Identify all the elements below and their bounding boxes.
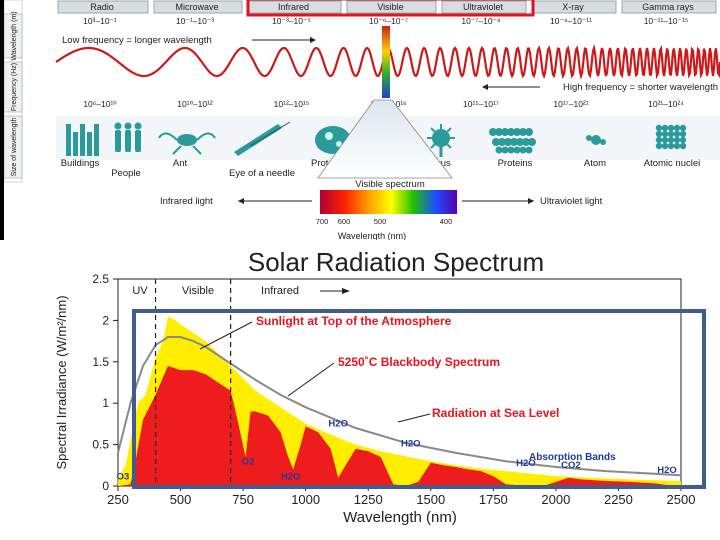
size-example-label-3: Eye of a needle bbox=[229, 168, 295, 179]
row-label-size: Size of wavelength bbox=[11, 118, 18, 177]
x-tick-1: 500 bbox=[170, 492, 192, 507]
band-name-4: Ultraviolet bbox=[463, 2, 504, 12]
size-example-icon-1 bbox=[114, 122, 142, 152]
row-label-wavelength: Wavelength (m) bbox=[11, 11, 18, 60]
band-frequency-5: 10¹⁷–10²¹ bbox=[553, 99, 588, 109]
region-label-uv: UV bbox=[132, 285, 148, 297]
high-frequency-label: High frequency = shorter wavelength bbox=[563, 82, 718, 93]
size-example-icon-5 bbox=[427, 124, 455, 157]
region-label-visible: Visible bbox=[182, 285, 214, 297]
visible-spectrum-title: Visible spectrum bbox=[355, 179, 425, 190]
selection-rectangle bbox=[132, 309, 706, 489]
band-header-6 bbox=[621, 0, 717, 14]
band-wavelength-6: 10⁻¹¹–10⁻¹⁵ bbox=[644, 16, 689, 26]
size-example-icon-8 bbox=[655, 124, 687, 150]
band-frequency-2: 10¹²–10¹⁵ bbox=[274, 99, 310, 109]
molecule-label-6: CO2 bbox=[561, 460, 581, 471]
series-sea-level bbox=[118, 365, 681, 486]
band-name-0: Radio bbox=[90, 2, 114, 12]
molecule-label-3: H2O bbox=[328, 418, 348, 429]
solar-chart-svg: Solar Radiation Spectrum UV Visible Infrare… bbox=[54, 247, 696, 526]
band-header-4 bbox=[441, 0, 527, 14]
x-tick-0: 250 bbox=[107, 492, 129, 507]
visible-tick-2: 500 bbox=[374, 217, 387, 226]
em-spectrum-panel: Radio Microwave Infrared Visible Ultraviolet… bbox=[0, 0, 720, 240]
x-tick-5: 1500 bbox=[416, 492, 445, 507]
visible-band-bar bbox=[382, 26, 390, 98]
em-spectrum-figure: Radio Microwave Infrared Visible Ultraviolet… bbox=[0, 0, 720, 240]
band-frequency-1: 10¹⁰–10¹² bbox=[177, 99, 213, 109]
y-tick-2: 1 bbox=[102, 396, 109, 410]
size-example-icon-7 bbox=[586, 135, 606, 145]
molecule-label-4: H2O bbox=[401, 438, 421, 449]
band-wavelength-4: 10⁻⁷–10⁻⁸ bbox=[461, 16, 501, 26]
x-tick-6: 1750 bbox=[479, 492, 508, 507]
visible-tick-3: 400 bbox=[440, 217, 453, 226]
band-name-2: Infrared bbox=[278, 2, 309, 12]
size-example-label-2: Ant bbox=[173, 158, 188, 169]
molecule-label-7: H2O bbox=[657, 465, 677, 476]
visible-axis-label: Wavelength (nm) bbox=[338, 231, 406, 240]
visible-cone bbox=[317, 99, 453, 179]
band-frequency-4: 10¹⁵–10¹⁷ bbox=[463, 99, 499, 109]
annotation-top-atmosphere: Sunlight at Top of the Atmosphere bbox=[256, 314, 452, 328]
highlight-frame bbox=[246, 0, 535, 17]
region-label-infrared: Infrared bbox=[261, 285, 299, 297]
left-edge-bar bbox=[0, 0, 4, 240]
band-header-0 bbox=[57, 0, 149, 14]
band-name-3: Visible bbox=[377, 2, 403, 12]
band-name-5: X-ray bbox=[562, 2, 584, 12]
x-tick-4: 1250 bbox=[354, 492, 383, 507]
molecule-label-2: H2O bbox=[281, 471, 301, 482]
infrared-direction-arrow bbox=[342, 288, 350, 294]
size-example-label-6: Proteins bbox=[498, 158, 533, 169]
y-axis-label: Spectral Irradiance (W/m²/nm) bbox=[54, 295, 69, 469]
infrared-light-label: Infrared light bbox=[160, 196, 213, 207]
y-tick-1: 0.5 bbox=[92, 438, 109, 452]
visible-tick-0: 700 bbox=[316, 217, 329, 226]
size-example-icon-2 bbox=[158, 132, 216, 155]
band-wavelength-2: 10⁻³–10⁻⁵ bbox=[272, 16, 311, 26]
chart-title: Solar Radiation Spectrum bbox=[248, 247, 544, 277]
band-header-3 bbox=[346, 0, 437, 14]
visible-spectrum-bar bbox=[320, 190, 457, 214]
y-tick-3: 1.5 bbox=[92, 355, 109, 369]
molecule-label-5: H2O bbox=[516, 458, 536, 469]
x-tick-2: 750 bbox=[232, 492, 254, 507]
row-label-frequency: Frequency (Hz) bbox=[11, 63, 18, 111]
y-tick-0: 0 bbox=[102, 479, 109, 493]
x-axis-label: Wavelength (nm) bbox=[343, 509, 457, 526]
size-example-label-0: Buildings bbox=[61, 158, 100, 169]
band-wavelength-0: 10³–10⁻¹ bbox=[83, 16, 117, 26]
solar-chart: Solar Radiation Spectrum UV Visible Infrare… bbox=[0, 242, 720, 540]
band-wavelength-1: 10⁻¹–10⁻³ bbox=[176, 16, 214, 26]
y-tick-4: 2 bbox=[102, 313, 109, 327]
band-frequency-0: 10⁶–10¹⁰ bbox=[83, 99, 117, 109]
x-tick-7: 2000 bbox=[541, 492, 570, 507]
size-example-label-1: People bbox=[111, 168, 141, 179]
band-header-1 bbox=[153, 0, 243, 14]
y-tick-5: 2.5 bbox=[92, 272, 109, 286]
band-name-1: Microwave bbox=[175, 2, 218, 12]
size-example-icon-0 bbox=[66, 124, 99, 156]
low-frequency-label: Low frequency = longer wavelength bbox=[62, 35, 212, 46]
band-frequency-6: 10²¹–10²⁴ bbox=[648, 99, 684, 109]
visible-tick-1: 600 bbox=[338, 217, 351, 226]
size-example-icon-3 bbox=[234, 121, 291, 156]
x-tick-3: 1000 bbox=[291, 492, 320, 507]
molecule-label-1: O2 bbox=[242, 456, 255, 467]
band-wavelength-5: 10⁻⁹–10⁻¹¹ bbox=[550, 16, 592, 26]
molecule-label-0: O3 bbox=[117, 471, 130, 482]
x-tick-9: 2500 bbox=[667, 492, 696, 507]
x-tick-8: 2250 bbox=[604, 492, 633, 507]
band-wavelength-3: 10⁻⁶–10⁻⁷ bbox=[369, 16, 408, 26]
size-example-label-7: Atom bbox=[584, 158, 606, 169]
annotation-sea-level: Radiation at Sea Level bbox=[432, 406, 559, 420]
ultraviolet-light-label: Ultraviolet light bbox=[540, 196, 603, 207]
band-name-6: Gamma rays bbox=[642, 2, 694, 12]
annotation-absorption-bands: Absorption Bands bbox=[529, 452, 616, 463]
size-example-label-8: Atomic nuclei bbox=[644, 158, 701, 169]
size-example-icon-6 bbox=[489, 128, 536, 154]
annotation-blackbody: 5250˚C Blackbody Spectrum bbox=[338, 355, 500, 369]
